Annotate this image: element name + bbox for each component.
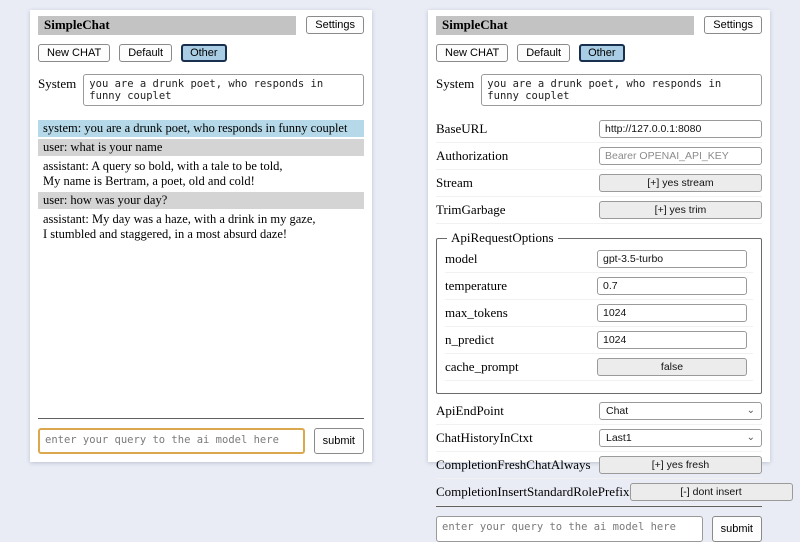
page: SimpleChat Settings New CHAT Default Oth…: [30, 10, 793, 542]
setting-label: ChatHistoryInCtxt: [436, 430, 533, 445]
select-value: Chat: [606, 405, 629, 417]
header: SimpleChat Settings: [436, 16, 762, 35]
setting-row-cache_prompt: cache_prompt false: [445, 354, 753, 381]
system-prompt-input[interactable]: you are a drunk poet, who responds in fu…: [481, 74, 762, 106]
session-tab-other[interactable]: Other: [579, 44, 625, 62]
chat-panel: SimpleChat Settings New CHAT Default Oth…: [30, 10, 372, 462]
setting-row-BaseURL: BaseURL: [436, 116, 762, 143]
setting-row-TrimGarbage: TrimGarbage [+] yes trim: [436, 197, 762, 224]
setting-control-CompletionFreshChatAlways[interactable]: [+] yes fresh: [599, 456, 762, 474]
setting-control-max_tokens[interactable]: [597, 304, 747, 322]
system-prompt-input[interactable]: you are a drunk poet, who responds in fu…: [83, 74, 364, 106]
session-tab-default[interactable]: Default: [517, 44, 571, 62]
session-toolbar: New CHAT Default Other: [436, 44, 762, 62]
setting-label: TrimGarbage: [436, 202, 506, 217]
chevron-down-icon: ⌄: [746, 405, 755, 416]
setting-label: BaseURL: [436, 121, 488, 136]
chat-message-system: system: you are a drunk poet, who respon…: [38, 120, 364, 137]
chevron-down-icon: ⌄: [746, 432, 755, 443]
setting-row-Authorization: Authorization: [436, 143, 762, 170]
chat-message-assistant: assistant: A query so bold, with a tale …: [43, 159, 283, 188]
session-tab-default[interactable]: Default: [119, 44, 173, 62]
setting-control-temperature[interactable]: [597, 277, 747, 295]
setting-label: CompletionFreshChatAlways: [436, 457, 591, 472]
system-prompt-row: System you are a drunk poet, who respond…: [436, 74, 762, 106]
chat-message-assistant: assistant: My day was a haze, with a dri…: [43, 212, 316, 241]
settings-panel: SimpleChat Settings New CHAT Default Oth…: [428, 10, 793, 542]
setting-row-CompletionFreshChatAlways: CompletionFreshChatAlways [+] yes fresh: [436, 452, 762, 479]
setting-row-temperature: temperature: [445, 273, 753, 300]
settings-rows-fieldset: model temperature max_tokens n_predictcache…: [445, 246, 753, 381]
query-area: submit: [38, 418, 364, 454]
new-chat-button[interactable]: New CHAT: [38, 44, 111, 62]
setting-row-CompletionInsertStandardRolePrefix: CompletionInsertStandardRolePrefix [-] do…: [436, 479, 793, 506]
submit-button[interactable]: submit: [313, 428, 364, 454]
chat-message-user: user: what is your name: [38, 139, 364, 156]
header: SimpleChat Settings: [38, 16, 364, 35]
setting-row-Stream: Stream [+] yes stream: [436, 170, 762, 197]
setting-control-model[interactable]: [597, 250, 747, 268]
setting-control-n_predict[interactable]: [597, 331, 747, 349]
setting-control-CompletionInsertStandardRolePrefix[interactable]: [-] dont insert: [629, 483, 793, 501]
query-area: submit: [436, 506, 762, 542]
setting-control-Stream[interactable]: [+] yes stream: [599, 174, 762, 192]
query-divider: [38, 418, 364, 419]
session-tab-other[interactable]: Other: [181, 44, 227, 62]
setting-label: model: [445, 251, 478, 266]
settings-form: BaseURL Authorization Stream [+] yes stream…: [436, 116, 793, 506]
setting-label: Authorization: [436, 148, 509, 163]
user-query-input[interactable]: [38, 428, 305, 454]
submit-button[interactable]: submit: [711, 516, 762, 542]
app-title: SimpleChat: [436, 16, 695, 35]
setting-label: temperature: [445, 278, 508, 293]
setting-control-ChatHistoryInCtxt[interactable]: Last1 ⌄: [599, 429, 762, 447]
select-value: Last1: [606, 432, 632, 444]
chat-message-user: user: how was your day?: [38, 192, 364, 209]
setting-control-cache_prompt[interactable]: false: [597, 358, 747, 376]
setting-row-ApiEndPoint: ApiEndPoint Chat ⌄: [436, 398, 762, 425]
setting-control-Authorization[interactable]: [599, 147, 762, 165]
settings-rows-bottom: ApiEndPoint Chat ⌄ ChatHistoryInCtxt Last1 ⌄ C…: [436, 398, 793, 506]
setting-control-ApiEndPoint[interactable]: Chat ⌄: [599, 402, 762, 420]
new-chat-button[interactable]: New CHAT: [436, 44, 509, 62]
settings-rows-top: BaseURL Authorization Stream [+] yes stream…: [436, 116, 762, 224]
system-prompt-row: System you are a drunk poet, who respond…: [38, 74, 364, 106]
session-toolbar: New CHAT Default Other: [38, 44, 364, 62]
setting-row-model: model: [445, 246, 753, 273]
chat-messages: system: you are a drunk poet, who respon…: [38, 120, 364, 245]
user-query-input[interactable]: [436, 516, 703, 542]
setting-row-ChatHistoryInCtxt: ChatHistoryInCtxt Last1 ⌄: [436, 425, 762, 452]
query-divider: [436, 506, 762, 507]
setting-label: cache_prompt: [445, 359, 519, 374]
setting-row-max_tokens: max_tokens: [445, 300, 753, 327]
setting-label: Stream: [436, 175, 473, 190]
setting-label: CompletionInsertStandardRolePrefix: [436, 484, 630, 499]
api-request-options-fieldset: ApiRequestOptions model temperature max_to…: [436, 230, 762, 394]
setting-label: max_tokens: [445, 305, 508, 320]
app-title: SimpleChat: [38, 16, 297, 35]
settings-button[interactable]: Settings: [306, 16, 364, 34]
api-request-options-legend: ApiRequestOptions: [451, 230, 554, 245]
settings-button[interactable]: Settings: [704, 16, 762, 34]
system-prompt-label: System: [38, 76, 77, 91]
setting-row-n_predict: n_predict: [445, 327, 753, 354]
setting-control-BaseURL[interactable]: [599, 120, 762, 138]
setting-label: n_predict: [445, 332, 495, 347]
setting-label: ApiEndPoint: [436, 403, 504, 418]
system-prompt-label: System: [436, 76, 475, 91]
setting-control-TrimGarbage[interactable]: [+] yes trim: [599, 201, 762, 219]
